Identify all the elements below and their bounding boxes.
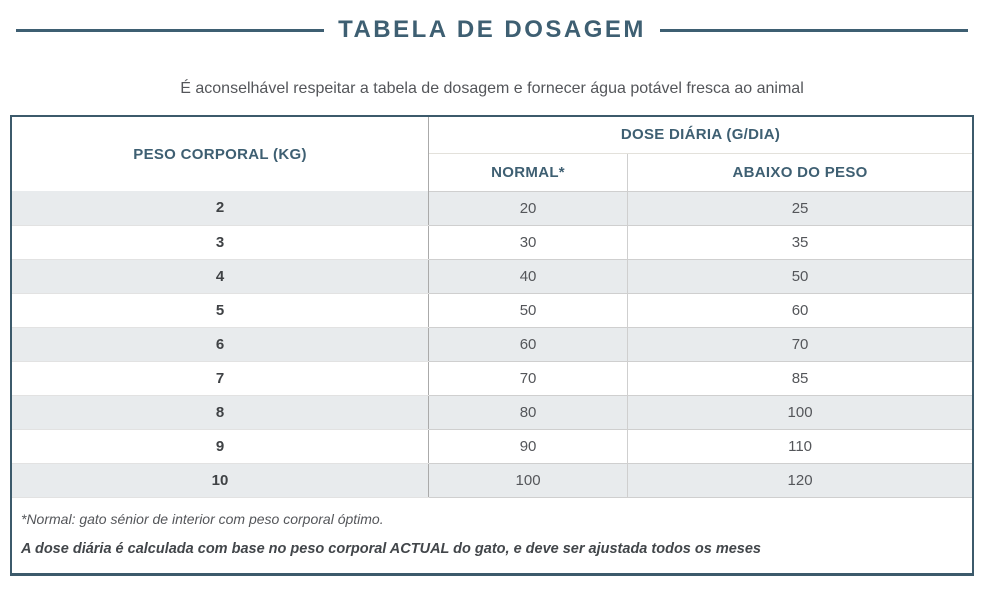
cell-normal-dose: 90 [427, 428, 629, 464]
table-row: 8 80 100 [11, 394, 974, 430]
cell-normal-dose: 30 [427, 224, 629, 260]
table-row: 3 30 35 [11, 224, 974, 260]
table-row: 4 40 50 [11, 258, 974, 294]
col-header-underweight: ABAIXO DO PESO [627, 153, 973, 191]
table-row: 5 50 60 [11, 292, 974, 328]
cell-weight: 5 [11, 293, 429, 328]
cell-underweight-dose: 110 [627, 428, 974, 464]
cell-underweight-dose: 120 [627, 462, 974, 498]
cell-normal-dose: 70 [427, 360, 629, 396]
dosage-table-container: PESO CORPORAL (KG) DOSE DIÁRIA (G/DIA) N… [10, 115, 974, 576]
footnote-cell: *Normal: gato sénior de interior com pes… [11, 496, 973, 574]
header-row-group: PESO CORPORAL (KG) DOSE DIÁRIA (G/DIA) [11, 116, 973, 191]
table-row: 2 20 25 [11, 190, 974, 226]
col-header-daily-dose: DOSE DIÁRIA (G/DIA) [428, 116, 973, 154]
cell-normal-dose: 80 [427, 394, 629, 430]
footnote-adjustment-note: A dose diária é calculada com base no pe… [21, 540, 761, 557]
footnote-normal-definition: *Normal: gato sénior de interior com pes… [21, 510, 384, 527]
table-row: 7 70 85 [11, 360, 974, 396]
cell-underweight-dose: 25 [627, 190, 974, 226]
cell-normal-dose: 60 [427, 326, 629, 362]
cell-underweight-dose: 35 [627, 224, 974, 260]
dosage-table: PESO CORPORAL (KG) DOSE DIÁRIA (G/DIA) N… [10, 115, 974, 576]
header-row-sub: NORMAL* ABAIXO DO PESO [11, 153, 973, 191]
title-rule-left [16, 28, 325, 32]
cell-underweight-dose: 60 [627, 292, 974, 328]
cell-weight: 10 [11, 463, 429, 498]
cell-normal-dose: 50 [427, 292, 629, 328]
title-rule-right [659, 28, 968, 32]
cell-weight: 6 [11, 327, 429, 362]
cell-weight: 9 [11, 429, 429, 464]
title-band: TABELA DE DOSAGEM [16, 16, 968, 44]
footnote-row: *Normal: gato sénior de interior com pes… [11, 496, 973, 574]
cell-normal-dose: 100 [427, 462, 629, 498]
col-header-normal: NORMAL* [427, 153, 629, 191]
cell-underweight-dose: 70 [627, 326, 974, 362]
page-title: TABELA DE DOSAGEM [338, 16, 646, 43]
cell-normal-dose: 40 [427, 258, 629, 294]
cell-weight: 2 [11, 191, 429, 226]
page-subtitle: É aconselhável respeitar a tabela de dos… [180, 80, 804, 97]
table-row: 9 90 110 [11, 428, 974, 464]
cell-weight: 8 [11, 395, 429, 430]
table-row: 10 100 120 [11, 462, 974, 498]
cell-weight: 7 [11, 361, 429, 396]
cell-normal-dose: 20 [427, 190, 629, 226]
cell-weight: 4 [11, 259, 429, 294]
cell-underweight-dose: 100 [627, 394, 974, 430]
cell-underweight-dose: 50 [627, 258, 974, 294]
cell-underweight-dose: 85 [627, 360, 974, 396]
table-row: 6 60 70 [11, 326, 974, 362]
col-header-body-weight: PESO CORPORAL (KG) [11, 116, 429, 191]
cell-weight: 3 [11, 225, 429, 260]
